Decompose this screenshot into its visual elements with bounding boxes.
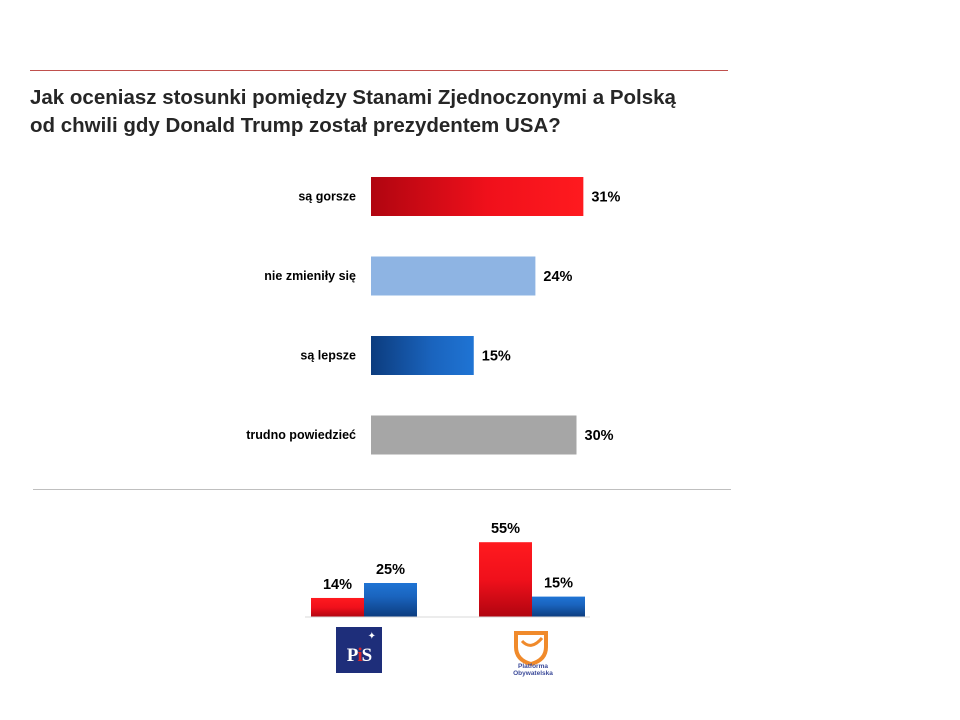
po-logo-text: Platforma Obywatelska: [513, 663, 553, 677]
party-bar: [311, 597, 364, 617]
top-divider: [30, 70, 728, 71]
chart-title: Jak oceniasz stosunki pomiędzy Stanami Z…: [30, 84, 730, 140]
category-label: są lepsze: [300, 349, 356, 363]
category-label: są gorsze: [298, 190, 356, 204]
party-value-label: 14%: [323, 577, 352, 593]
main-bar-chart: są gorsze 31% nie zmieniły się 24% są lepsze…: [246, 177, 620, 455]
bar: [371, 336, 474, 375]
category-label: nie zmieniły się: [264, 269, 356, 283]
party-bar: [532, 596, 585, 617]
pis-logo: ✦ PiS: [336, 627, 382, 673]
party-value-label: 25%: [376, 562, 405, 578]
party-bar: [479, 542, 532, 617]
bar: [371, 415, 577, 455]
section-divider: [33, 489, 731, 490]
bar: [371, 177, 584, 216]
bar: [371, 256, 536, 296]
po-logo: Platforma Obywatelska: [502, 627, 560, 681]
value-label: 15%: [482, 349, 511, 365]
title-line-2: od chwili gdy Donald Trump został prezyd…: [30, 114, 561, 137]
party-value-label: 55%: [491, 521, 520, 537]
party-bar-chart: 14% 55% 25% 15%: [305, 521, 590, 618]
party-bar: [364, 583, 417, 617]
star-icon: ✦: [367, 631, 376, 642]
title-line-1: Jak oceniasz stosunki pomiędzy Stanami Z…: [30, 86, 676, 109]
po-emblem-icon: [514, 631, 548, 667]
value-label: 30%: [585, 428, 614, 444]
party-value-label: 15%: [544, 576, 573, 592]
value-label: 31%: [591, 190, 620, 206]
value-label: 24%: [543, 269, 572, 285]
category-label: trudno powiedzieć: [246, 428, 356, 442]
